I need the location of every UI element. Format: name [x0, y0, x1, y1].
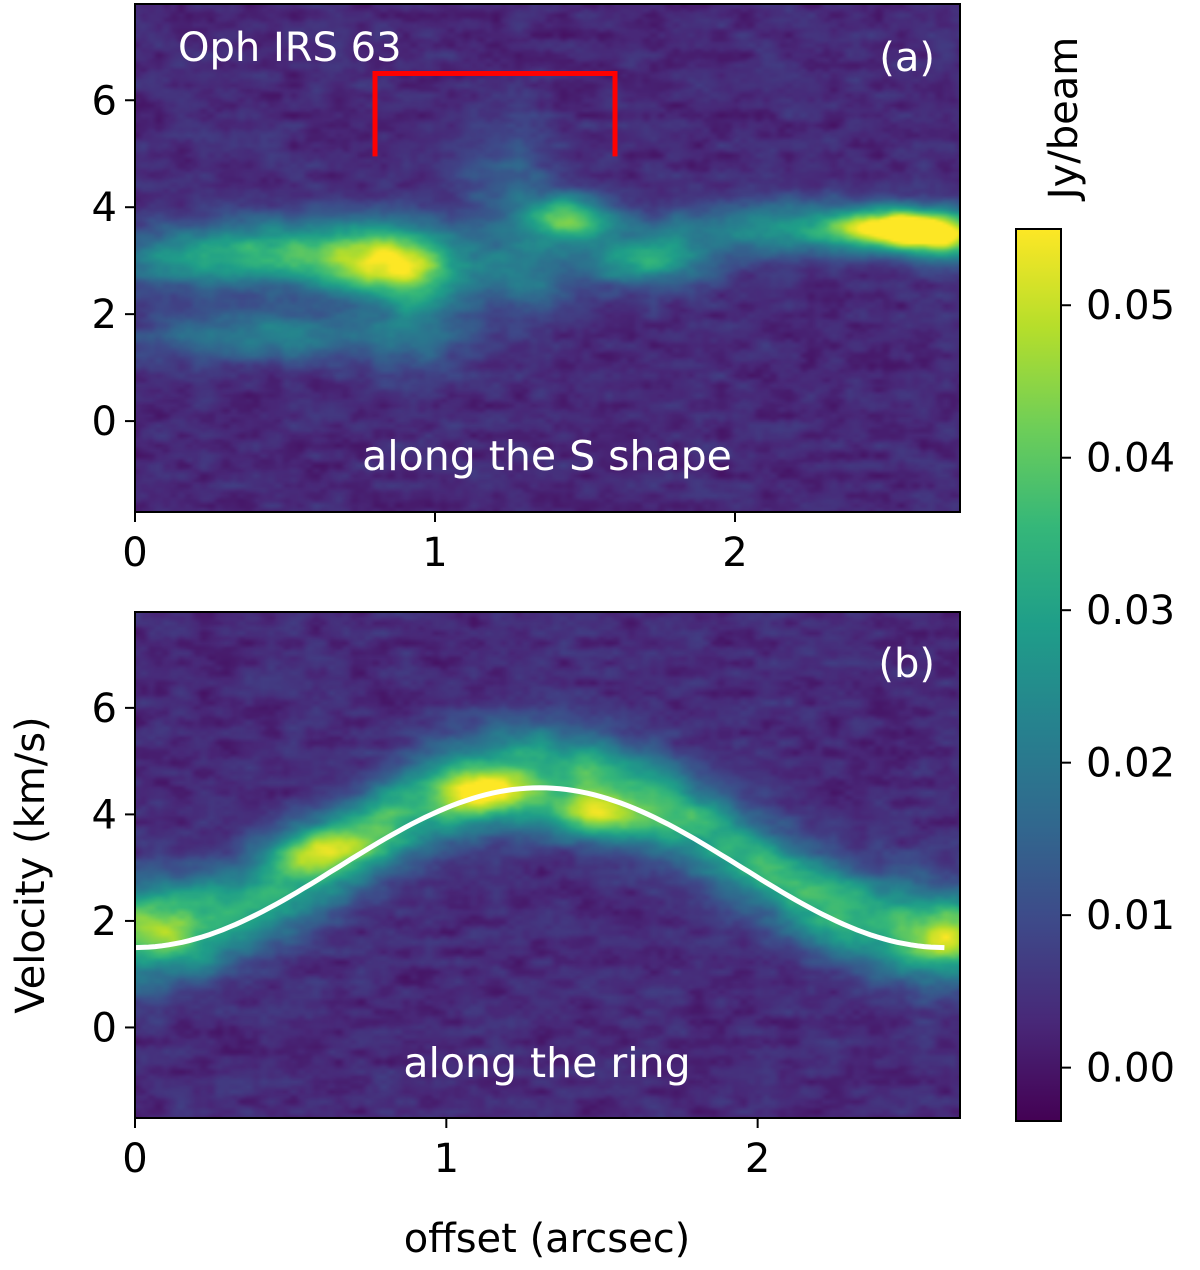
ring-model-curve	[134, 785, 945, 951]
heatmap-b-image	[135, 612, 960, 1118]
x-tick-label: 1	[422, 530, 447, 576]
colorbar-tick-label: 0.03	[1086, 588, 1175, 634]
panel-a-y-ticks: 0 2 4 6	[92, 78, 135, 445]
panel-a-x-ticks: 0 1 2	[122, 512, 748, 576]
panel-b-label: (b)	[878, 641, 935, 687]
x-axis-label: offset (arcsec)	[404, 1216, 691, 1262]
colorbar-tick-label: 0.00	[1086, 1046, 1175, 1092]
colorbar-gradient	[1016, 229, 1061, 1121]
x-tick-label: 2	[722, 530, 747, 576]
y-tick-label: 4	[92, 792, 117, 838]
panel-a-annotation: along the S shape	[362, 432, 732, 480]
colorbar-tick-label: 0.02	[1086, 741, 1175, 787]
y-tick-label: 2	[92, 899, 117, 945]
y-axis-label: Velocity (km/s)	[8, 716, 54, 1013]
red-bracket-marker	[372, 71, 618, 157]
y-tick-label: 4	[92, 185, 117, 231]
x-tick-label: 0	[122, 530, 147, 576]
heatmap-a-image	[135, 4, 960, 512]
y-tick-label: 6	[92, 78, 117, 124]
panel-b-frame	[134, 611, 961, 1119]
y-tick-label: 6	[92, 686, 117, 732]
panel-b-x-ticks: 0 1 2	[122, 1118, 770, 1182]
panel-a-overlay	[372, 71, 618, 157]
panel-a-label: (a)	[879, 35, 935, 81]
panel-a-title: Oph IRS 63	[178, 25, 402, 71]
colorbar-frame	[1015, 228, 1062, 1122]
colorbar-tick-label: 0.05	[1086, 283, 1175, 329]
colorbar: 0.00 0.01 0.02 0.03 0.04 0.05 Jy/beam	[1015, 37, 1175, 1122]
colorbar-label: Jy/beam	[1041, 37, 1087, 202]
x-tick-label: 0	[122, 1136, 147, 1182]
y-tick-label: 0	[92, 399, 117, 445]
panel-b-annotation: along the ring	[403, 1039, 690, 1087]
panel-b-y-ticks: 0 2 4 6	[92, 686, 135, 1051]
x-tick-label: 2	[745, 1136, 770, 1182]
x-tick-label: 1	[434, 1136, 459, 1182]
colorbar-tick-label: 0.04	[1086, 436, 1175, 482]
panel-b: (b) along the ring 0 1 2 0 2 4 6 offset (arcs…	[8, 611, 961, 1262]
colorbar-tick-label: 0.01	[1086, 893, 1175, 939]
panel-a: Oph IRS 63 (a) along the S shape 0 1 2 0 2 4…	[92, 3, 961, 576]
panel-b-overlay	[134, 785, 945, 951]
panel-a-frame	[134, 3, 961, 513]
y-tick-label: 2	[92, 292, 117, 338]
colorbar-ticks: 0.00 0.01 0.02 0.03 0.04 0.05	[1061, 283, 1175, 1092]
y-tick-label: 0	[92, 1005, 117, 1051]
